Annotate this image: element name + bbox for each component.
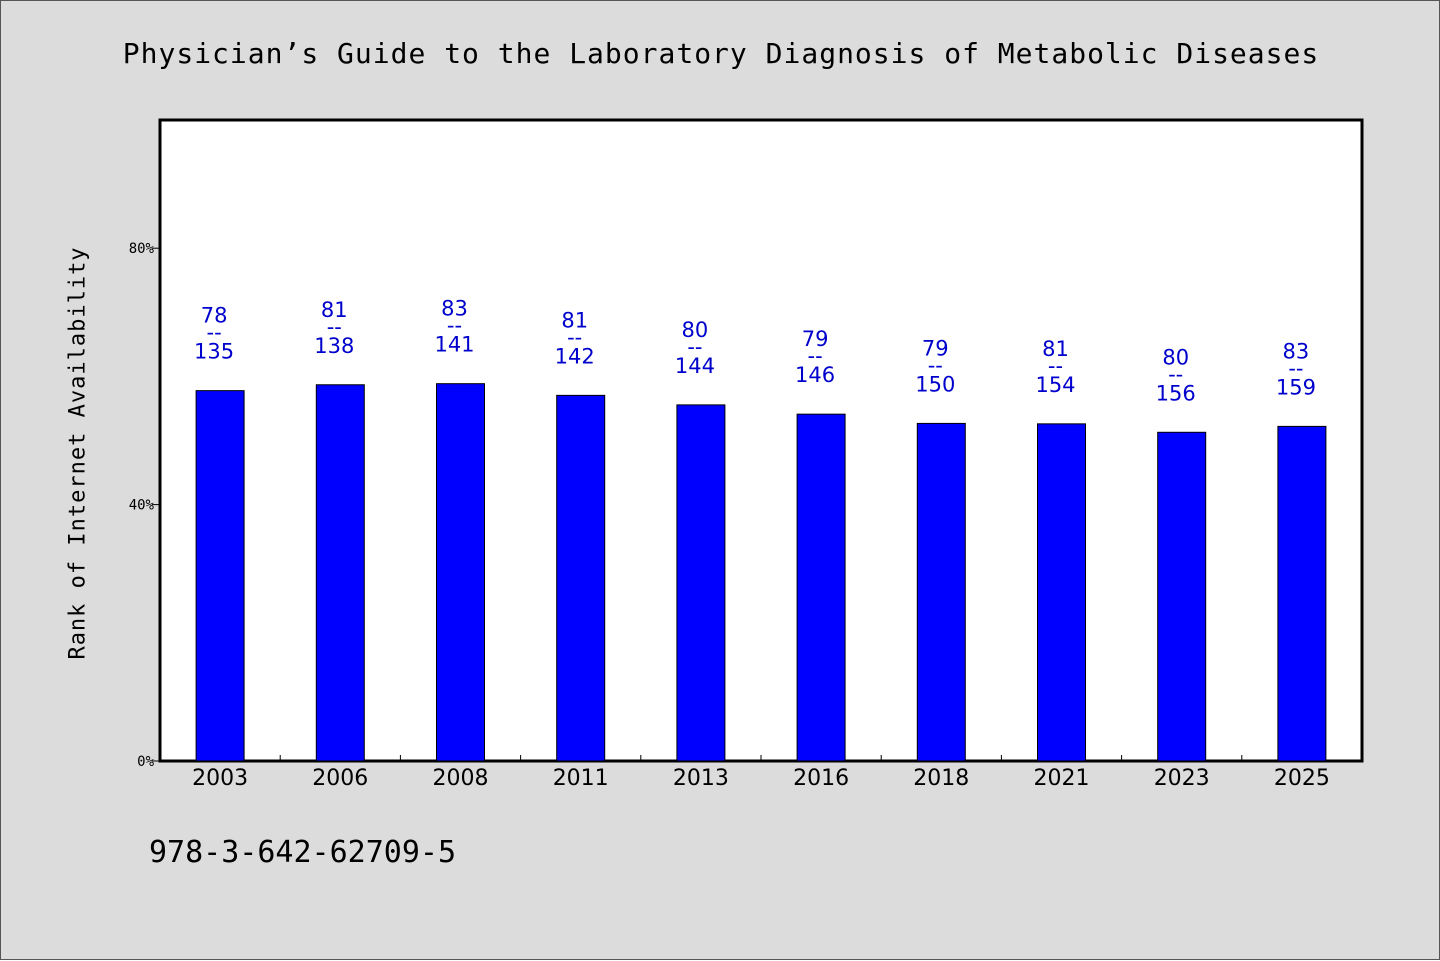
x-tick-label: 2013: [673, 766, 729, 791]
bar: [1037, 423, 1086, 762]
y-tick-label: 0%: [137, 754, 154, 770]
bar: [315, 384, 365, 762]
bar-label-rank: 83: [1283, 339, 1310, 363]
bar-label-rank: 83: [441, 297, 468, 321]
x-tick-label: 2018: [913, 766, 969, 791]
chart-title: Physician’s Guide to the Laboratory Diag…: [122, 37, 1320, 70]
y-tick-label: 40%: [129, 498, 155, 514]
bar-label-total: 150: [915, 372, 955, 396]
isbn-code: 978-3-642-62709-5: [149, 835, 457, 870]
bar-label-separator: --: [1048, 354, 1063, 378]
bar-label-rank: 80: [1162, 345, 1189, 369]
bar-label-rank: 79: [802, 327, 829, 351]
bar-label-separator: --: [207, 321, 222, 345]
x-tick-label: 2021: [1034, 766, 1090, 791]
bar-label-separator: --: [1168, 362, 1183, 386]
bar-label-total: 135: [194, 340, 234, 364]
x-tick-label: 2016: [793, 766, 849, 791]
bar-label-total: 142: [555, 344, 595, 368]
bar-label-total: 138: [314, 334, 354, 358]
x-tick-label: 2008: [433, 766, 489, 791]
x-tick-label: 2023: [1154, 766, 1210, 791]
bar: [1277, 425, 1327, 762]
bar-label-total: 159: [1276, 375, 1316, 399]
bar-label-separator: --: [687, 335, 702, 359]
bar: [436, 383, 485, 762]
bar-label-rank: 81: [561, 308, 588, 332]
bar-label-separator: --: [447, 314, 462, 338]
x-tick-label: 2025: [1274, 766, 1330, 791]
bar: [676, 404, 726, 762]
bar-label-rank: 78: [201, 304, 228, 328]
bar-label-rank: 81: [321, 298, 348, 322]
bar: [195, 390, 245, 762]
bar-label-rank: 81: [1042, 337, 1069, 361]
bar-label-total: 146: [795, 363, 835, 387]
bar-label-separator: --: [1288, 356, 1303, 380]
bar-label-total: 156: [1156, 381, 1196, 405]
x-tick-label: 2011: [553, 766, 609, 791]
bar: [916, 422, 966, 762]
x-tick-label: 2003: [192, 766, 248, 791]
bar: [556, 394, 606, 762]
bar-label-separator: --: [567, 325, 582, 349]
bar-label-total: 154: [1035, 373, 1075, 397]
x-tick-label: 2006: [312, 766, 368, 791]
bar-label-separator: --: [808, 344, 823, 368]
bar-label-total: 144: [675, 354, 715, 378]
bar-label-separator: --: [928, 353, 943, 377]
bar-label-rank: 80: [682, 318, 709, 342]
bar: [796, 413, 846, 762]
bar-label-rank: 79: [922, 336, 949, 360]
bar: [1157, 431, 1207, 762]
bar-label-total: 141: [434, 333, 474, 357]
y-tick-label: 80%: [129, 241, 155, 257]
bar-label-separator: --: [327, 315, 342, 339]
